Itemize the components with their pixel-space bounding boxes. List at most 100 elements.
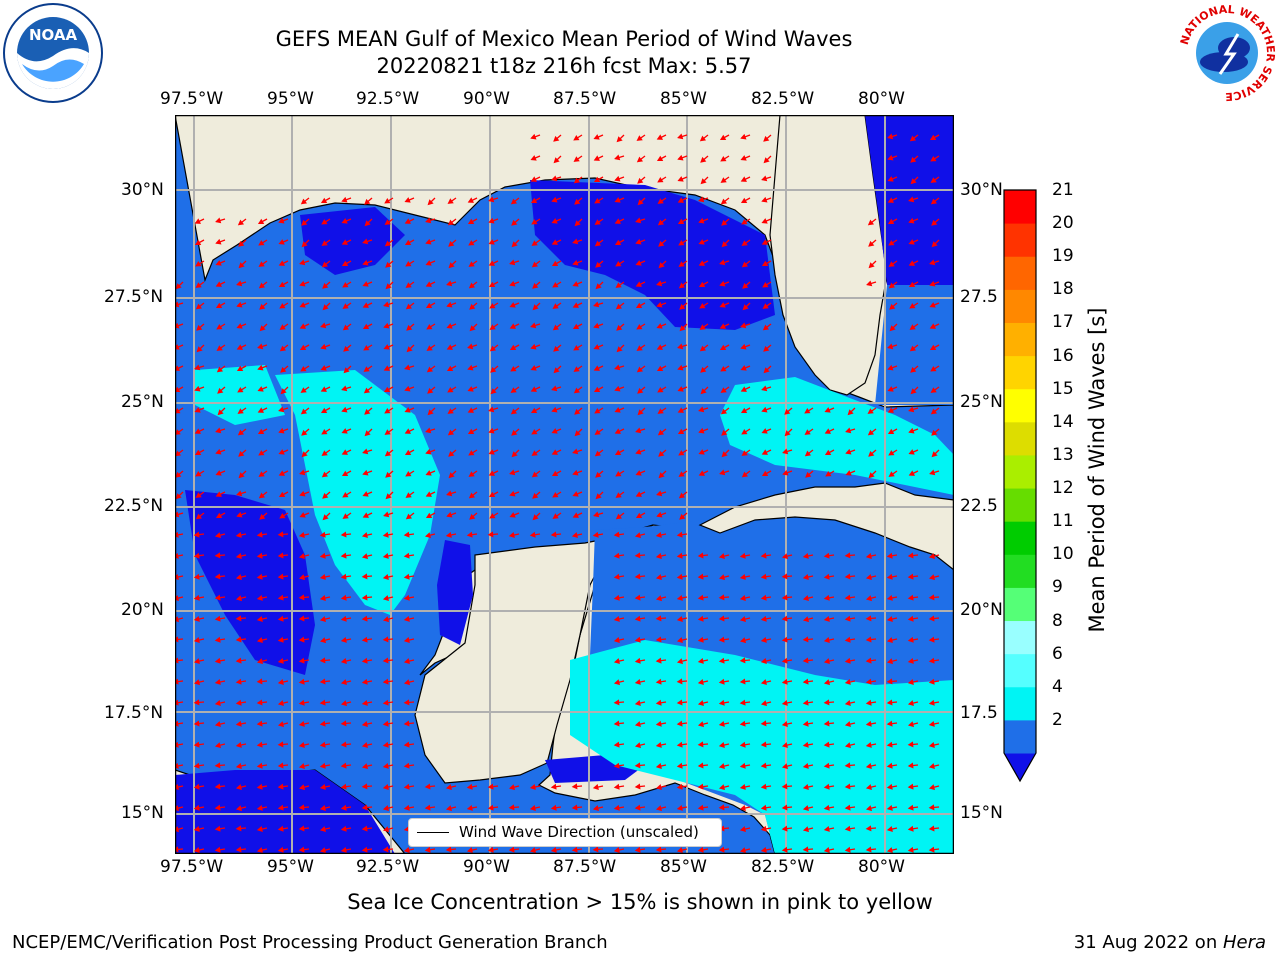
wind-arrow-head xyxy=(699,135,707,142)
wind-arrow-head xyxy=(382,846,389,853)
wind-arrow-head xyxy=(573,345,580,351)
colorbar-tick-label: 9 xyxy=(1052,577,1063,598)
wind-arrow-head xyxy=(488,427,495,434)
wind-arrow-head xyxy=(655,574,662,581)
wind-arrow-head xyxy=(718,636,725,643)
wind-arrow-head xyxy=(930,198,938,205)
wind-arrow-head xyxy=(362,512,369,518)
wind-arrow-head xyxy=(930,156,937,162)
wind-arrow-head xyxy=(382,720,389,727)
wind-arrow-head xyxy=(404,364,411,371)
lon-tick-bottom: 80°W xyxy=(858,857,905,877)
wind-arrow-head xyxy=(614,175,621,182)
wind-arrow-head xyxy=(319,595,326,601)
wind-arrow-head xyxy=(342,492,349,498)
wind-arrow-head xyxy=(886,741,893,748)
wind-arrow-head xyxy=(256,720,263,727)
wind-arrow-head xyxy=(677,343,684,350)
wind-arrow-head xyxy=(760,573,767,580)
wind-arrow-head xyxy=(340,825,347,832)
wind-arrow-head xyxy=(382,636,389,643)
wind-arrow-head xyxy=(740,133,747,140)
wind-arrow-head xyxy=(406,346,413,353)
wind-arrow-head xyxy=(384,450,392,457)
wind-arrow-head xyxy=(634,742,642,749)
wind-arrow-head xyxy=(676,720,683,727)
wind-arrow-head xyxy=(425,512,433,519)
wind-arrow-head xyxy=(300,198,308,205)
wind-arrow-head xyxy=(403,573,410,580)
wind-arrow-head xyxy=(740,322,747,329)
lon-tick-bottom: 97.5°W xyxy=(160,857,224,877)
cuba-land xyxy=(698,482,954,571)
wind-arrow-head xyxy=(782,469,789,476)
wind-arrow-head xyxy=(823,552,830,559)
wind-arrow-head xyxy=(888,471,895,477)
wind-arrow-head xyxy=(698,196,705,203)
wind-arrow-head xyxy=(319,762,326,769)
wind-arrow-head xyxy=(655,636,662,643)
wind-arrow-head xyxy=(489,303,496,309)
wind-arrow-head xyxy=(635,491,642,497)
wind-arrow-head xyxy=(571,804,578,811)
wind-arrow-head xyxy=(214,552,221,559)
wind-arrow-head xyxy=(718,553,725,560)
colorbar-tick-label: 14 xyxy=(1052,411,1074,432)
wind-arrow-head xyxy=(382,595,389,602)
footer-credit: NCEP/EMC/Verification Post Processing Pr… xyxy=(12,932,608,953)
wind-arrow-head xyxy=(719,134,727,141)
wind-arrow-head xyxy=(697,657,704,664)
sea-ice-note: Sea Ice Concentration > 15% is shown in … xyxy=(347,890,933,914)
wind-arrow-head xyxy=(385,493,392,500)
wind-arrow-head xyxy=(425,238,432,245)
wind-arrow-head xyxy=(929,280,936,287)
wind-arrow-head xyxy=(550,783,557,790)
wind-arrow-head xyxy=(697,636,704,643)
lon-tick-top: 90°W xyxy=(463,89,510,109)
wind-arrow-head xyxy=(677,133,684,140)
wind-arrow-head xyxy=(740,386,747,392)
wind-arrow-head xyxy=(319,616,326,623)
wind-arrow-head xyxy=(613,741,620,748)
wind-arrow-head xyxy=(929,344,937,351)
wind-arrow-head xyxy=(382,741,389,748)
wind-arrow-head xyxy=(361,594,368,601)
wind-arrow-head xyxy=(235,678,242,685)
wind-arrow-head xyxy=(405,282,412,288)
wind-arrow-head xyxy=(886,699,893,706)
colorbar-segment xyxy=(1004,256,1036,290)
wind-arrow-head xyxy=(403,594,410,601)
wind-arrow-head xyxy=(195,513,203,520)
map-svg xyxy=(174,114,955,855)
wind-arrow-head xyxy=(467,364,474,371)
colorbar-segment xyxy=(1004,454,1036,489)
wind-arrow-head xyxy=(214,742,222,749)
wind-arrow-head xyxy=(760,594,767,601)
wind-arrow-head xyxy=(760,804,767,811)
wind-arrow-head xyxy=(761,239,768,245)
wind-arrow-head xyxy=(907,679,914,685)
wind-arrow-head xyxy=(718,763,725,770)
wind-arrow-head xyxy=(382,762,389,769)
wind-arrow-head xyxy=(760,741,767,748)
wind-arrow-head xyxy=(844,783,851,790)
wind-arrow-head xyxy=(193,531,200,538)
wind-arrow-head xyxy=(193,637,200,643)
wind-arrow-head xyxy=(928,574,936,581)
wind-arrow-head xyxy=(341,385,348,392)
wind-arrow-head xyxy=(361,636,368,643)
wind-arrow-head xyxy=(658,472,665,479)
wind-arrow-head xyxy=(278,239,285,245)
wind-arrow-head xyxy=(573,135,580,141)
lon-tick-top: 85°W xyxy=(660,89,707,109)
wind-arrow-head xyxy=(635,238,642,245)
wind-arrow-head xyxy=(298,699,305,706)
wind-arrow-head xyxy=(445,531,452,538)
wind-arrow-head xyxy=(321,429,328,435)
wind-arrow-head xyxy=(614,218,621,224)
wind-arrow-head xyxy=(363,366,370,372)
wind-arrow-head xyxy=(823,637,830,643)
wind-arrow-head xyxy=(676,531,683,538)
wind-arrow-head xyxy=(278,470,285,476)
wind-arrow-head xyxy=(718,742,725,748)
